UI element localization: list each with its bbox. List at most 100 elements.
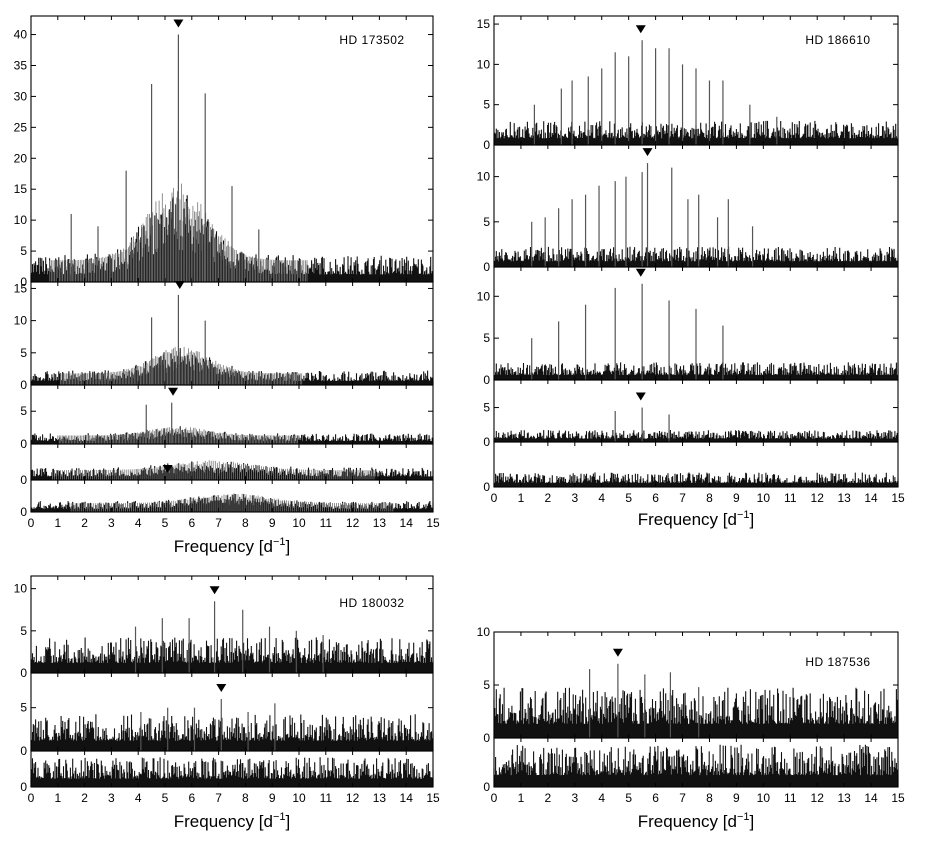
panel-3: 0: [20, 750, 434, 794]
y-tick-label: 0: [483, 260, 490, 274]
panel-2: 05: [20, 672, 434, 758]
hump-trace: [49, 183, 308, 282]
x-tick-label: 12: [811, 791, 825, 805]
x-tick-label: 4: [598, 491, 605, 505]
y-tick-label: 5: [483, 98, 490, 112]
x-tick-label: 6: [652, 791, 659, 805]
x-tick-label: 14: [400, 516, 414, 530]
noise-trace: [493, 430, 899, 442]
marker-triangle: [642, 148, 653, 157]
x-tick-label: 12: [346, 516, 360, 530]
x-tick-label: 6: [188, 516, 195, 530]
y-tick-label: 0: [483, 780, 490, 794]
marker-triangle: [612, 648, 623, 657]
x-axis-label-main: Frequency [d: [174, 812, 273, 831]
noise-trace: [493, 246, 899, 267]
x-tick-label: 2: [81, 791, 88, 805]
y-tick-label: 5: [483, 215, 490, 229]
x-tick-label: 12: [346, 791, 360, 805]
x-tick-label: 15: [891, 491, 905, 505]
x-tick-label: 14: [400, 791, 414, 805]
marker-triangle: [173, 19, 184, 28]
x-tick-label: 11: [784, 791, 797, 805]
y-tick-label: 40: [14, 28, 28, 42]
y-tick-label: 0: [483, 435, 490, 449]
x-tick-label: 8: [242, 516, 249, 530]
marker-triangle: [635, 268, 646, 277]
x-axis-label: Frequency [d−1]: [174, 811, 291, 831]
y-tick-label: 35: [14, 58, 28, 72]
noise-trace: [493, 744, 899, 787]
x-tick-label: 1: [518, 791, 525, 805]
x-tick-label: 7: [215, 516, 222, 530]
x-axis-label-close: ]: [750, 510, 755, 529]
y-tick-label: 5: [483, 401, 490, 415]
x-tick-label: 2: [81, 516, 88, 530]
panel-5: 0: [20, 479, 434, 519]
x-tick-label: 7: [679, 491, 686, 505]
x-axis-label-main: Frequency [d: [638, 812, 737, 831]
noise-trace: [493, 687, 899, 738]
x-axis-label-exp: −1: [737, 509, 750, 521]
marker-triangle: [174, 281, 185, 289]
marker-triangle: [168, 387, 179, 396]
y-tick-label: 0: [20, 275, 27, 289]
hump-trace: [52, 460, 375, 480]
panel-4: 05: [483, 379, 899, 449]
x-tick-label: 1: [518, 491, 525, 505]
y-tick-label: 0: [483, 138, 490, 152]
noise-trace: [30, 714, 434, 751]
y-tick-label: 10: [477, 625, 491, 639]
star-label: HD 186610: [805, 33, 870, 47]
hump-trace: [70, 493, 394, 512]
y-tick-label: 10: [14, 582, 28, 596]
x-tick-label: 6: [188, 791, 195, 805]
x-tick-label: 5: [625, 791, 632, 805]
y-tick-label: 15: [14, 182, 28, 196]
y-tick-label: 0: [20, 378, 27, 392]
x-tick-label: 11: [320, 516, 333, 530]
panel-2: 0 5 10: [477, 144, 899, 274]
hump-trace: [57, 427, 300, 444]
y-tick-label: 5: [483, 678, 490, 692]
y-tick-label: 0: [20, 666, 27, 680]
panel-2: 0 5 10 15: [14, 281, 434, 392]
y-tick-label: 10: [477, 170, 491, 184]
panel-3: 05: [20, 384, 434, 451]
y-tick-label: 10: [477, 289, 491, 303]
y-tick-label: 5: [20, 244, 27, 258]
x-tick-label: 11: [320, 791, 333, 805]
x-tick-label: 15: [426, 516, 440, 530]
y-tick-label: 0: [483, 731, 490, 745]
x-tick-label: 5: [162, 516, 169, 530]
star-label: HD 187536: [805, 655, 870, 669]
x-tick-label: 12: [811, 491, 825, 505]
marker-triangle: [209, 586, 220, 595]
y-tick-label: 0: [483, 480, 490, 494]
y-tick-label: 0: [20, 744, 27, 758]
x-tick-label: 2: [545, 491, 552, 505]
y-tick-label: 5: [20, 346, 27, 360]
panel-frame: [30, 479, 434, 513]
y-tick-label: 20: [14, 151, 28, 165]
y-tick-label: 15: [14, 281, 28, 295]
x-tick-label: 14: [864, 791, 878, 805]
panel-1: 0 5 10: [477, 625, 899, 745]
x-tick-label: 8: [242, 791, 249, 805]
y-tick-label: 5: [20, 701, 27, 715]
x-tick-label: 5: [162, 791, 169, 805]
noise-trace: [30, 757, 434, 787]
y-tick-label: 10: [14, 314, 28, 328]
panel-2: 0: [483, 737, 899, 794]
x-tick-label: 13: [373, 791, 387, 805]
panel-frame: [493, 144, 899, 268]
panel-3: 0 5 10: [477, 266, 899, 387]
star-label: HD 180032: [339, 596, 404, 610]
y-tick-label: 30: [14, 89, 28, 103]
noise-trace: [30, 461, 434, 480]
marker-triangle: [635, 25, 646, 34]
x-axis-label: Frequency [d−1]: [174, 536, 291, 556]
